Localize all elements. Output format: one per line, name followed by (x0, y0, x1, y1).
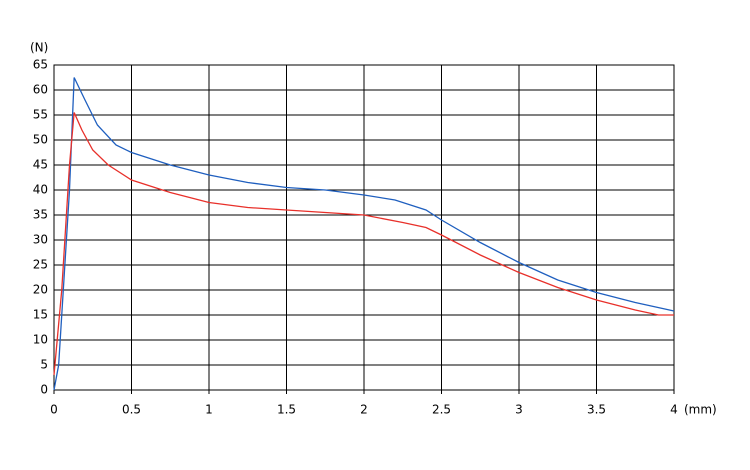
x-tick-label: 2 (360, 403, 368, 417)
plot-frame (53, 64, 675, 391)
line-series (53, 77, 675, 391)
x-axis-label: (mm) (684, 403, 717, 417)
y-tick-label: 35 (33, 208, 48, 222)
x-tick-label: 3.5 (587, 403, 606, 417)
y-tick-label: 50 (33, 133, 48, 147)
y-tick-label: 45 (33, 158, 48, 172)
x-tick-label: 1.5 (277, 403, 296, 417)
y-tick-label: 5 (40, 358, 48, 372)
x-tick-label: 4 (670, 403, 678, 417)
y-tick-label: 60 (33, 83, 48, 97)
y-tick-label: 65 (33, 58, 48, 72)
y-tick-label: 30 (33, 233, 48, 247)
y-tick-label: 10 (33, 333, 48, 347)
y-tick-label: 55 (33, 108, 48, 122)
y-axis-label: (N) (30, 41, 48, 55)
y-tick-label: 0 (40, 383, 48, 397)
y-tick-label: 20 (33, 283, 48, 297)
y-tick-label: 25 (33, 258, 48, 272)
x-tick-label: 0.5 (122, 403, 141, 417)
y-tick-label: 15 (33, 308, 48, 322)
x-tick-label: 0 (50, 403, 58, 417)
x-tick-label: 3 (515, 403, 523, 417)
x-tick-label: 1 (205, 403, 213, 417)
line-series (53, 112, 674, 376)
y-tick-label: 40 (33, 183, 48, 197)
x-tick-label: 2.5 (432, 403, 451, 417)
